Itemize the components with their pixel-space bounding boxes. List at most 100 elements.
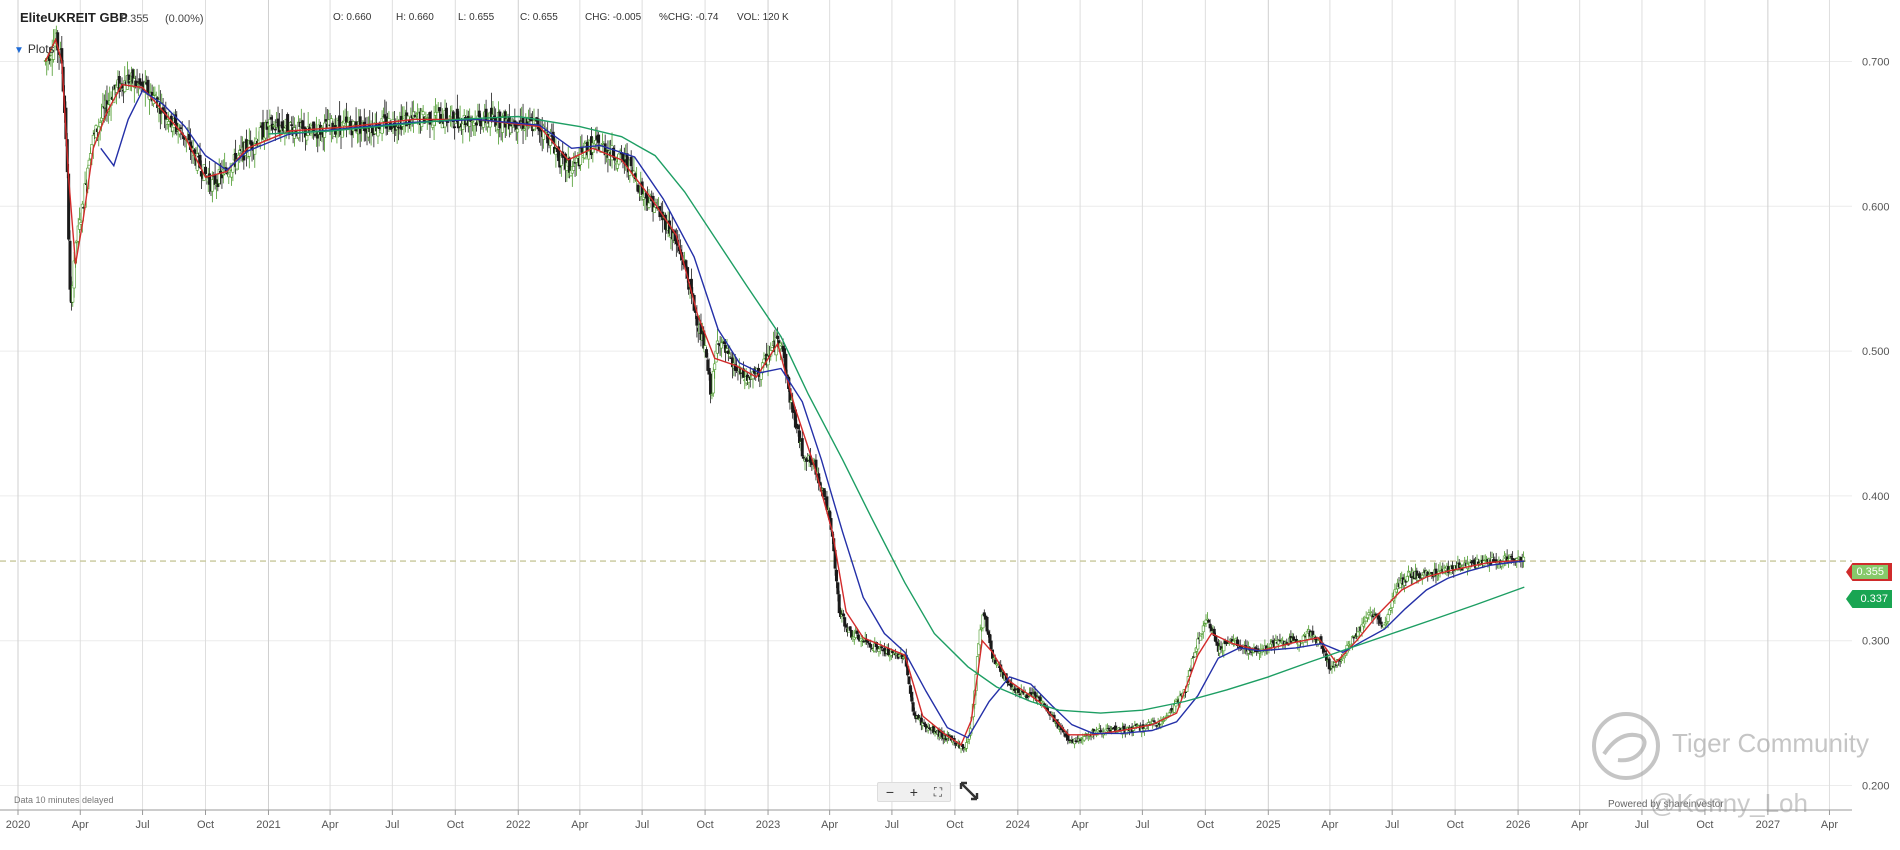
candle xyxy=(1434,562,1438,584)
x-tick-label: Oct xyxy=(197,819,214,831)
candle xyxy=(227,169,231,185)
candle xyxy=(856,630,860,641)
candle xyxy=(1152,717,1156,727)
delayed-note: Data 10 minutes delayed xyxy=(14,795,114,805)
candle xyxy=(622,147,626,174)
candle xyxy=(261,109,265,141)
x-tick-label: Apr xyxy=(72,819,89,831)
candle xyxy=(1073,738,1077,749)
candle xyxy=(238,144,242,163)
candle xyxy=(985,615,989,634)
candle xyxy=(468,108,472,142)
plots-toggle[interactable]: ▼ Plots xyxy=(14,42,55,56)
x-tick-label: Apr xyxy=(1321,819,1338,831)
candle xyxy=(910,687,914,705)
x-tick-label: Apr xyxy=(1821,819,1838,831)
x-tick-label: 2021 xyxy=(256,819,280,831)
candle xyxy=(711,367,715,397)
y-axis-labels: 0.200 0.300 0.400 0.500 0.600 0.700 xyxy=(1862,56,1890,792)
x-tick-label: Oct xyxy=(1197,819,1214,831)
candle xyxy=(989,634,993,652)
fit-screen-button[interactable]: ⛶ xyxy=(933,785,943,799)
x-tick-label: Oct xyxy=(1696,819,1713,831)
candle xyxy=(1311,625,1315,643)
candle xyxy=(446,120,450,133)
candle xyxy=(843,614,847,632)
candle xyxy=(1292,633,1296,641)
candle xyxy=(869,639,873,653)
candle xyxy=(572,152,576,171)
candle xyxy=(888,654,892,662)
ma-line-ma_short xyxy=(44,37,1525,747)
candle xyxy=(647,189,651,210)
candle xyxy=(301,119,305,143)
x-tick-label: 2026 xyxy=(1506,819,1530,831)
candle xyxy=(848,626,852,631)
y-tick-label: 0.500 xyxy=(1862,346,1890,358)
candle xyxy=(965,737,969,752)
zoom-out-button[interactable]: − xyxy=(885,784,895,800)
candle xyxy=(1446,560,1450,577)
moving-average-lines xyxy=(44,37,1525,747)
ma-price-tag: 0.337 xyxy=(1846,590,1892,608)
x-tick-label: Apr xyxy=(1571,819,1588,831)
candle xyxy=(1515,557,1519,568)
candle xyxy=(580,134,584,154)
last-price-tag: 0.355 xyxy=(1846,563,1892,581)
candle xyxy=(1342,655,1346,664)
zoom-in-button[interactable]: + xyxy=(909,784,918,800)
candle xyxy=(907,675,911,685)
last-price-tag-value: 0.355 xyxy=(1852,565,1888,579)
candle xyxy=(1438,562,1442,578)
close-value: C: 0.655 xyxy=(520,12,558,23)
candle xyxy=(153,86,157,97)
resize-handle-icon[interactable] xyxy=(958,780,980,802)
candle xyxy=(1066,729,1070,745)
candle xyxy=(850,629,854,640)
high-value: H: 0.660 xyxy=(396,12,434,23)
y-tick-label: 0.200 xyxy=(1862,781,1890,793)
candle xyxy=(769,342,773,361)
y-tick-label: 0.700 xyxy=(1862,56,1890,68)
x-tick-label: 2027 xyxy=(1756,819,1780,831)
candle xyxy=(1364,611,1368,622)
candle xyxy=(432,105,436,140)
candle xyxy=(1199,635,1203,641)
candle xyxy=(652,204,656,213)
ma-line-ma_long xyxy=(268,115,1525,714)
candle xyxy=(354,107,358,134)
candle xyxy=(1294,635,1298,643)
candle xyxy=(464,115,468,133)
x-tick-label: Jul xyxy=(635,819,649,831)
y-tick-label: 0.400 xyxy=(1862,491,1890,503)
x-tick-label: Apr xyxy=(821,819,838,831)
ma-price-tag-value: 0.337 xyxy=(1860,593,1888,605)
candle xyxy=(629,150,633,173)
candle xyxy=(1041,700,1045,704)
candle xyxy=(123,66,127,94)
candle xyxy=(603,134,607,165)
open-value: O: 0.660 xyxy=(333,12,372,23)
candle xyxy=(709,371,713,404)
candle xyxy=(574,156,578,176)
candle xyxy=(498,109,502,138)
candle xyxy=(625,143,629,178)
candle xyxy=(554,138,558,168)
vertical-gridlines xyxy=(17,0,1830,815)
candle xyxy=(204,158,208,176)
candle xyxy=(1303,632,1307,636)
candle xyxy=(699,313,703,347)
candle xyxy=(800,429,804,459)
x-tick-label: Oct xyxy=(946,819,963,831)
horizontal-gridlines xyxy=(0,60,1852,787)
x-tick-label: Oct xyxy=(697,819,714,831)
candle xyxy=(312,121,316,140)
candle xyxy=(516,128,520,144)
x-tick-label: 2025 xyxy=(1256,819,1280,831)
candle xyxy=(334,115,338,138)
candlesticks xyxy=(43,25,1526,754)
candle xyxy=(532,108,536,132)
x-tick-label: Apr xyxy=(1072,819,1089,831)
pct-change-value: %CHG: -0.74 xyxy=(659,12,719,23)
